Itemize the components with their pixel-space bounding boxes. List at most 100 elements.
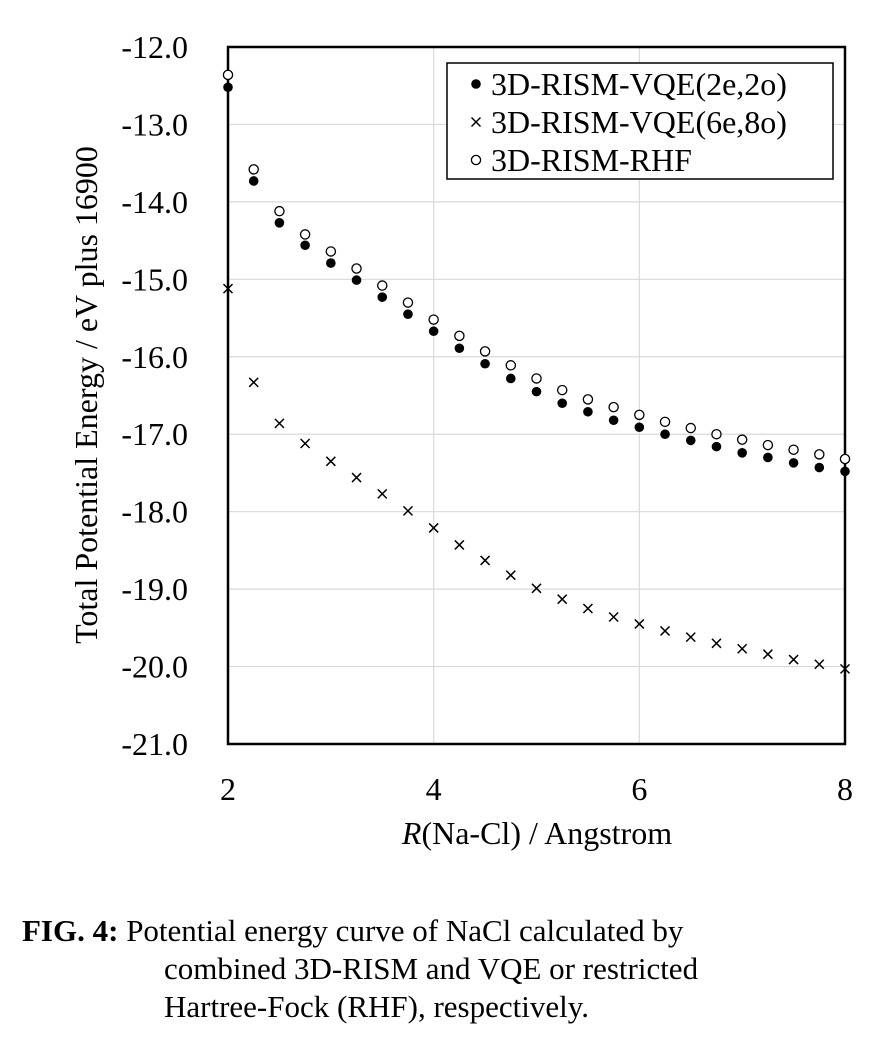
data-point [428,314,439,325]
data-point [223,82,233,93]
data-point [737,643,748,654]
y-tick-label: -13.0 [121,106,188,142]
y-tick-label: -14.0 [121,184,188,220]
data-point [839,663,851,674]
figure-caption: FIG. 4: Potential energy curve of NaCl c… [22,912,872,1026]
data-point [582,394,594,405]
data-point [480,555,491,566]
data-point [583,406,593,417]
data-point [608,401,619,413]
data-point [480,358,490,369]
data-point [788,654,799,665]
caption-label: FIG. 4: [22,913,119,948]
data-point [557,398,568,409]
data-point [634,618,645,629]
data-point [556,384,568,396]
data-point [788,444,799,455]
y-tick-label: -18.0 [121,494,188,530]
data-point [222,283,234,294]
data-point [685,422,697,434]
chart-figure: -12.0 -13.0 -14.0 -15.0 -16.0 -17.0 -18.0 -19.0… [68,29,853,851]
legend-box [446,62,834,180]
y-axis-label: Total Potential Energy / eV plus 16900 [68,146,104,644]
data-point [479,346,491,357]
data-point [762,439,774,451]
data-point [454,343,465,354]
y-tick-label: -20.0 [121,649,188,685]
data-point [376,280,388,291]
data-point [351,263,362,274]
data-point [531,373,542,384]
legend-label: 3D-RISM-VQE(6e,8o) [491,104,787,140]
data-point [402,297,414,308]
data-point [737,448,747,458]
x-axis-ticks: 2 4 6 8 [220,771,853,807]
y-tick-label: -17.0 [121,416,188,452]
data-point [711,428,722,440]
data-point [454,539,465,550]
data-point [402,505,413,516]
y-tick-label: -19.0 [121,571,188,607]
data-point [428,522,439,533]
data-point [608,415,619,426]
legend: 3D-RISM-VQE(2e,2o)3D-RISM-VQE(6e,8o)3D-R… [446,62,834,180]
data-point [685,435,696,446]
data-point [840,466,850,477]
data-point [531,583,542,594]
data-point [814,449,825,460]
x-tick-label: 8 [837,771,853,807]
caption-text-1: Potential energy curve of NaCl calculate… [126,913,684,948]
data-point [788,458,799,468]
data-point [763,452,773,463]
legend-label: 3D-RISM-VQE(2e,2o) [491,66,787,102]
data-point [711,638,722,649]
data-point [505,360,517,371]
data-point [634,409,645,421]
legend-label: 3D-RISM-RHF [491,142,692,178]
data-point [300,438,311,449]
y-tick-label: -21.0 [121,726,188,762]
data-point [711,441,722,452]
caption-line-3: Hartree-Fock (RHF), respectively. [164,989,589,1024]
data-point [839,453,851,465]
data-point [274,205,285,217]
x-tick-label: 2 [220,771,236,807]
series-3 [222,69,851,465]
plot-area-frame [226,45,847,746]
data-point [659,416,671,428]
data-point [660,429,670,440]
y-axis-ticks: -12.0 -13.0 -14.0 -15.0 -16.0 -17.0 -18.0 -19.0… [121,29,188,762]
chart-svg: -12.0 -13.0 -14.0 -15.0 -16.0 -17.0 -18.0 -19.0… [68,29,853,851]
data-point [582,603,593,614]
data-point [325,246,337,257]
data-point [505,373,516,384]
x-axis-label-rest: (Na-Cl) / Angstrom [421,815,672,851]
data-point [814,462,825,473]
data-point [325,456,336,467]
x-axis-label: R(Na-Cl) / Angstrom [401,815,672,851]
data-point [428,326,439,337]
y-tick-label: -12.0 [121,29,188,65]
data-point [403,309,413,319]
legend-marker [471,79,481,89]
data-point [248,176,259,186]
series-1 [223,82,850,477]
data-point [222,69,234,81]
caption-line-2: combined 3D-RISM and VQE or restricted [164,951,699,986]
legend-entries: 3D-RISM-VQE(2e,2o)3D-RISM-VQE(6e,8o)3D-R… [470,66,787,178]
legend-marker [470,116,482,128]
x-tick-label: 4 [426,771,442,807]
data-point [274,418,285,429]
data-point [557,594,568,605]
data-point [634,422,645,433]
data-point [608,611,619,623]
data-point [300,240,310,251]
data-point [377,292,388,302]
data-point [814,659,825,670]
data-point [351,472,362,483]
data-point [248,377,259,388]
data-point [762,649,773,660]
data-point [326,258,336,268]
y-tick-label: -16.0 [121,339,188,375]
data-point [377,488,388,499]
